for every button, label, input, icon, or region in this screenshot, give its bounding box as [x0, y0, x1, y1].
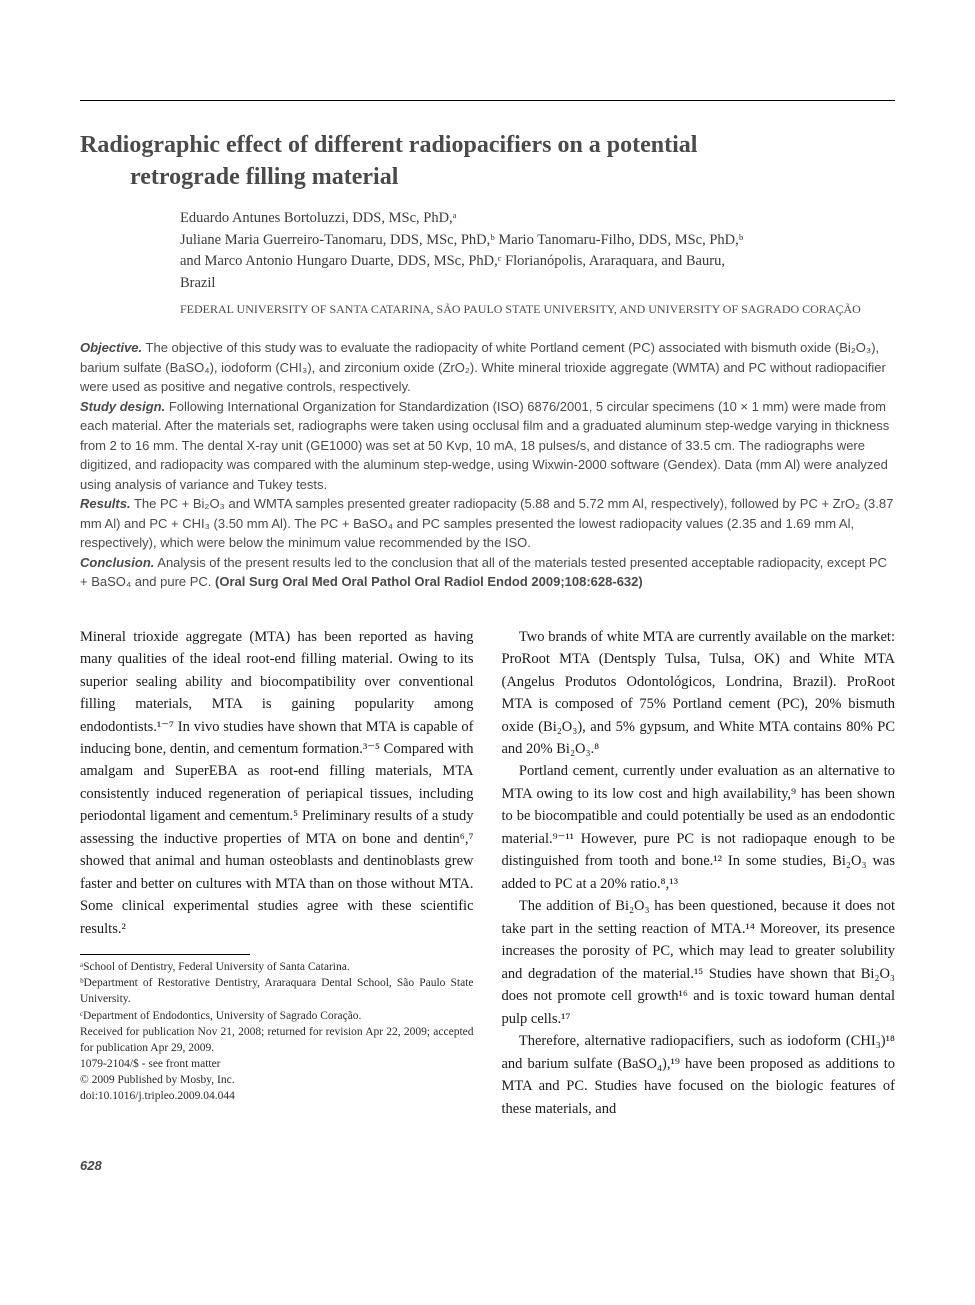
body-para-right-3: The addition of Bi₂O₃ has been questione…: [502, 895, 896, 1030]
top-horizontal-rule: [80, 100, 895, 101]
footnote-rule: [80, 954, 250, 955]
footnote-b: ᵇDepartment of Restorative Dentistry, Ar…: [80, 975, 474, 1007]
title-line-1: Radiographic effect of different radiopa…: [80, 132, 697, 158]
footnotes-block: ᵃSchool of Dentistry, Federal University…: [80, 959, 474, 1104]
abstract-citation: (Oral Surg Oral Med Oral Pathol Oral Rad…: [215, 574, 643, 589]
page-number: 628: [80, 1158, 895, 1173]
abstract-results: Results. The PC + Bi₂O₃ and WMTA samples…: [80, 494, 895, 553]
abstract-design-text: Following International Organization for…: [80, 399, 889, 492]
abstract-objective: Objective. The objective of this study w…: [80, 338, 895, 397]
author-block: Eduardo Antunes Bortoluzzi, DDS, MSc, Ph…: [80, 208, 895, 295]
abstract-design: Study design. Following International Or…: [80, 397, 895, 495]
footnote-doi: doi:10.1016/j.tripleo.2009.04.044: [80, 1088, 474, 1104]
article-title: Radiographic effect of different radiopa…: [80, 129, 895, 194]
body-para-right-4: Therefore, alternative radiopacifiers, s…: [502, 1030, 896, 1120]
abstract-results-label: Results.: [80, 496, 131, 511]
footnote-received: Received for publication Nov 21, 2008; r…: [80, 1024, 474, 1056]
right-column: Two brands of white MTA are currently av…: [502, 626, 896, 1120]
title-line-2: retrograde filling material: [80, 161, 895, 193]
body-para-right-1: Two brands of white MTA are currently av…: [502, 626, 896, 761]
abstract-results-text: The PC + Bi₂O₃ and WMTA samples presente…: [80, 496, 893, 550]
abstract-design-label: Study design.: [80, 399, 165, 414]
affiliation-line: FEDERAL UNIVERSITY OF SANTA CATARINA, SÃ…: [80, 301, 895, 318]
body-para-right-2: Portland cement, currently under evaluat…: [502, 760, 896, 895]
footnote-c: ᶜDepartment of Endodontics, University o…: [80, 1008, 474, 1024]
left-column: Mineral trioxide aggregate (MTA) has bee…: [80, 626, 474, 1120]
body-two-column: Mineral trioxide aggregate (MTA) has bee…: [80, 626, 895, 1120]
abstract-objective-text: The objective of this study was to evalu…: [80, 340, 886, 394]
abstract-block: Objective. The objective of this study w…: [80, 338, 895, 592]
footnote-copyright: © 2009 Published by Mosby, Inc.: [80, 1072, 474, 1088]
footnote-a: ᵃSchool of Dentistry, Federal University…: [80, 959, 474, 975]
body-para-left-1: Mineral trioxide aggregate (MTA) has bee…: [80, 626, 474, 941]
footnote-code: 1079-2104/$ - see front matter: [80, 1056, 474, 1072]
abstract-conclusion: Conclusion. Analysis of the present resu…: [80, 553, 895, 592]
abstract-conclusion-label: Conclusion.: [80, 555, 154, 570]
abstract-objective-label: Objective.: [80, 340, 142, 355]
